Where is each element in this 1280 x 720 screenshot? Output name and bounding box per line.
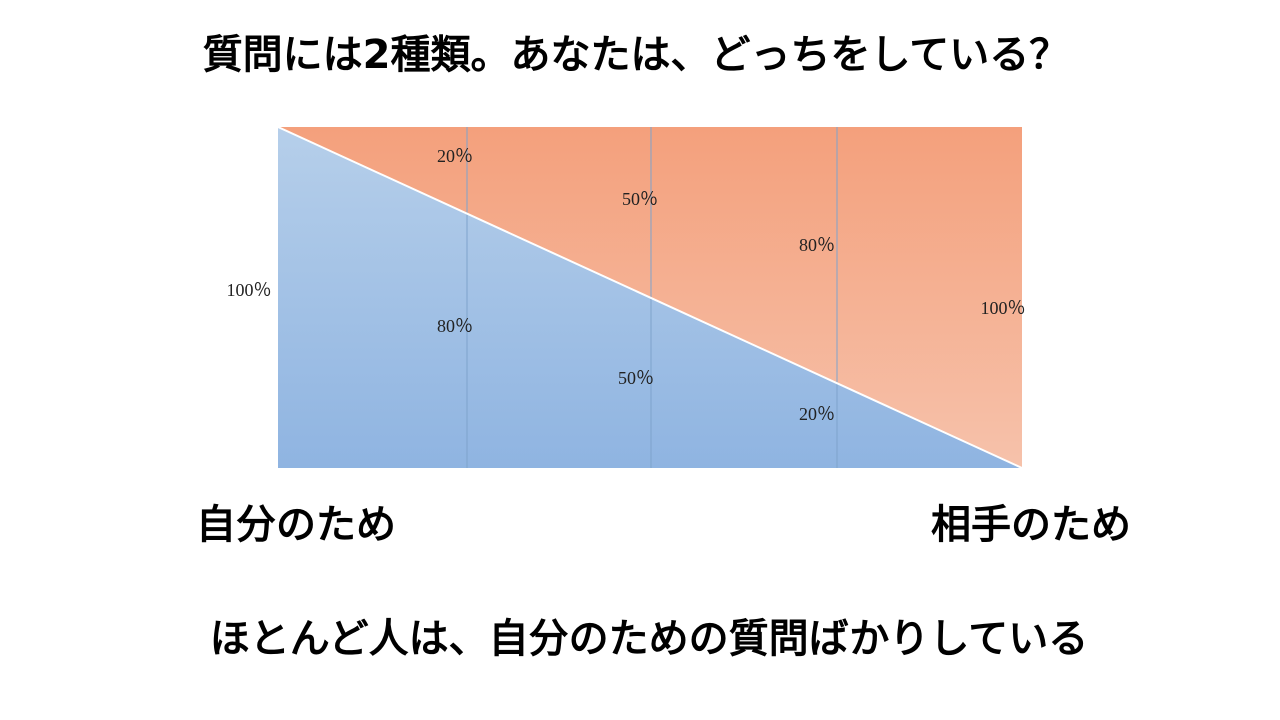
percent-label: 80％: [799, 235, 835, 255]
percent-label: 50％: [618, 368, 654, 388]
right-end-label: 相手のため: [931, 502, 1131, 548]
percent-label: 50％: [622, 189, 658, 209]
percent-label: 20％: [799, 404, 835, 424]
percent-label: 100％: [227, 280, 272, 300]
percent-label: 100％: [981, 298, 1026, 318]
diagonal: [277, 126, 1023, 469]
percent-label: 80％: [437, 316, 473, 336]
caption: ほとんど人は、自分のための質問ばかりしている: [210, 616, 1088, 662]
left-end-label: 自分のため: [196, 502, 396, 548]
title: 質問には2種類。あなたは、どっちをしている？: [203, 32, 1070, 78]
percent-label: 20％: [437, 146, 473, 166]
